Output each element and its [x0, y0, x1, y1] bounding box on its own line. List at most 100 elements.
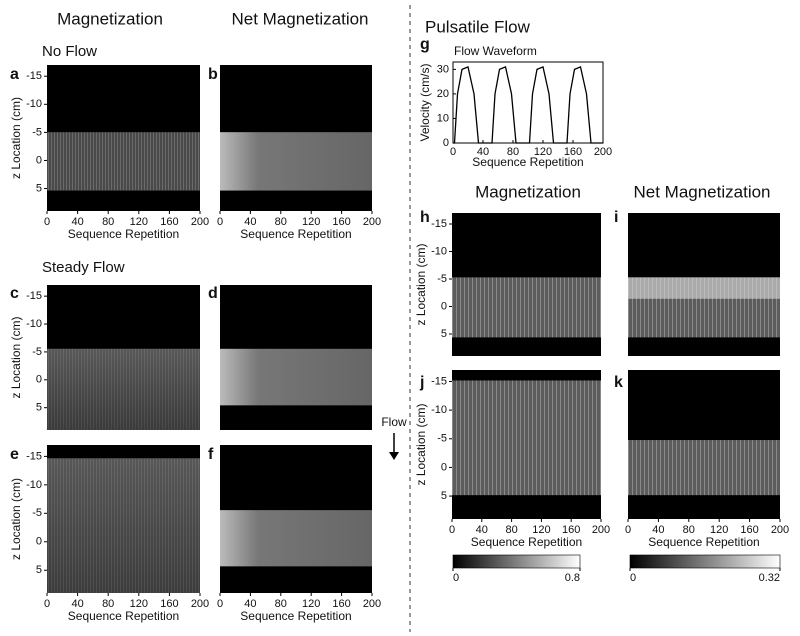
panel-letter: e — [10, 446, 19, 463]
x-tick-label: 120 — [532, 524, 550, 536]
image-band — [452, 380, 601, 496]
x-tick-label: 160 — [564, 146, 582, 158]
plot-frame — [452, 61, 604, 144]
x-tick-label: 160 — [332, 216, 350, 228]
image-band — [47, 132, 200, 191]
panel-letter: i — [614, 209, 618, 226]
x-axis-label: Sequence Repetition — [68, 227, 179, 241]
image-band — [47, 348, 200, 430]
image-band — [47, 458, 200, 593]
x-tick-label: 200 — [191, 598, 209, 610]
x-tick-label: 160 — [160, 216, 178, 228]
x-tick-label: 0 — [44, 598, 50, 610]
x-axis-label: Sequence Repetition — [240, 227, 351, 241]
y-axis-label: z Location (cm) — [414, 243, 428, 325]
x-tick-label: 0 — [44, 216, 50, 228]
y-tick-label: -5 — [437, 273, 447, 285]
x-tick-label: 80 — [102, 216, 114, 228]
y-tick-label: -10 — [431, 245, 447, 257]
x-tick-label: 200 — [363, 598, 381, 610]
y-axis-label: z Location (cm) — [9, 316, 23, 398]
y-tick-label: 5 — [36, 564, 42, 576]
y-tick-label: 30 — [437, 63, 449, 75]
y-tick-label: -5 — [437, 433, 447, 445]
x-tick-label: 80 — [275, 598, 287, 610]
flow-label: Flow — [381, 415, 407, 429]
x-tick-label: 80 — [102, 598, 114, 610]
flow-arrow-head — [389, 452, 399, 460]
image-band — [220, 132, 372, 191]
x-tick-label: 80 — [507, 146, 519, 158]
image-band — [628, 440, 780, 496]
x-tick-label: 120 — [710, 524, 728, 536]
x-tick-label: 40 — [71, 216, 83, 228]
x-tick-label: 160 — [740, 524, 758, 536]
x-tick-label: 120 — [534, 146, 552, 158]
y-tick-label: 0 — [441, 300, 447, 312]
heading: Steady Flow — [42, 259, 125, 276]
x-tick-label: 0 — [625, 524, 631, 536]
colorbar-tick-label: 0 — [630, 572, 636, 584]
y-tick-label: 5 — [36, 182, 42, 194]
y-tick-label: 0 — [36, 154, 42, 166]
panel-letter: g — [420, 36, 430, 53]
y-axis-label: z Location (cm) — [9, 97, 23, 179]
x-tick-label: 200 — [191, 216, 209, 228]
x-tick-label: 0 — [449, 524, 455, 536]
x-tick-label: 80 — [505, 524, 517, 536]
panel-letter: j — [419, 374, 424, 391]
y-tick-label: -5 — [32, 507, 42, 519]
x-tick-label: 40 — [71, 598, 83, 610]
x-tick-label: 40 — [476, 524, 488, 536]
x-tick-label: 200 — [592, 524, 610, 536]
colorbar-tick-label: 0.8 — [565, 572, 580, 584]
colorbar — [452, 554, 581, 569]
x-tick-label: 200 — [363, 216, 381, 228]
image-band — [628, 277, 780, 299]
y-tick-label: -10 — [26, 479, 42, 491]
y-tick-label: -5 — [32, 346, 42, 358]
y-axis-label: z Location (cm) — [414, 403, 428, 485]
y-tick-label: 0 — [36, 536, 42, 548]
heading: No Flow — [42, 43, 97, 60]
y-axis-label: z Location (cm) — [9, 478, 23, 560]
x-tick-label: 40 — [652, 524, 664, 536]
x-tick-label: 0 — [217, 216, 223, 228]
image-band — [452, 277, 601, 338]
x-tick-label: 120 — [302, 598, 320, 610]
y-tick-label: 5 — [441, 328, 447, 340]
x-tick-label: 40 — [244, 598, 256, 610]
panel-letter: h — [420, 209, 430, 226]
y-tick-label: -10 — [26, 98, 42, 110]
x-tick-label: 160 — [332, 598, 350, 610]
y-tick-label: -5 — [32, 126, 42, 138]
x-tick-label: 200 — [594, 146, 612, 158]
heading: Pulsatile Flow — [425, 17, 531, 36]
panel-letter: b — [208, 66, 218, 83]
panel-letter: d — [208, 285, 218, 302]
x-tick-label: 40 — [477, 146, 489, 158]
x-tick-label: 120 — [130, 598, 148, 610]
heading: Magnetization — [475, 182, 581, 201]
x-tick-label: 40 — [244, 216, 256, 228]
y-tick-label: 0 — [441, 461, 447, 473]
x-tick-label: 0 — [450, 146, 456, 158]
y-tick-label: 0 — [36, 374, 42, 386]
x-tick-label: 0 — [217, 598, 223, 610]
y-tick-label: 10 — [437, 112, 449, 124]
x-tick-label: 120 — [302, 216, 320, 228]
colorbar-tick-label: 0 — [453, 572, 459, 584]
colorbar-tick-label: 0.32 — [759, 572, 780, 584]
x-axis-label: Sequence Repetition — [471, 535, 582, 549]
x-axis-label: Sequence Repetition — [472, 155, 583, 169]
panel-letter: f — [208, 446, 214, 463]
colorbar — [629, 554, 781, 569]
y-tick-label: 0 — [443, 137, 449, 149]
y-tick-label: -15 — [26, 450, 42, 462]
image-band — [220, 348, 372, 406]
y-tick-label: 5 — [36, 402, 42, 414]
x-axis-label: Sequence Repetition — [68, 609, 179, 623]
x-axis-label: Sequence Repetition — [648, 535, 759, 549]
y-tick-label: 5 — [441, 490, 447, 502]
